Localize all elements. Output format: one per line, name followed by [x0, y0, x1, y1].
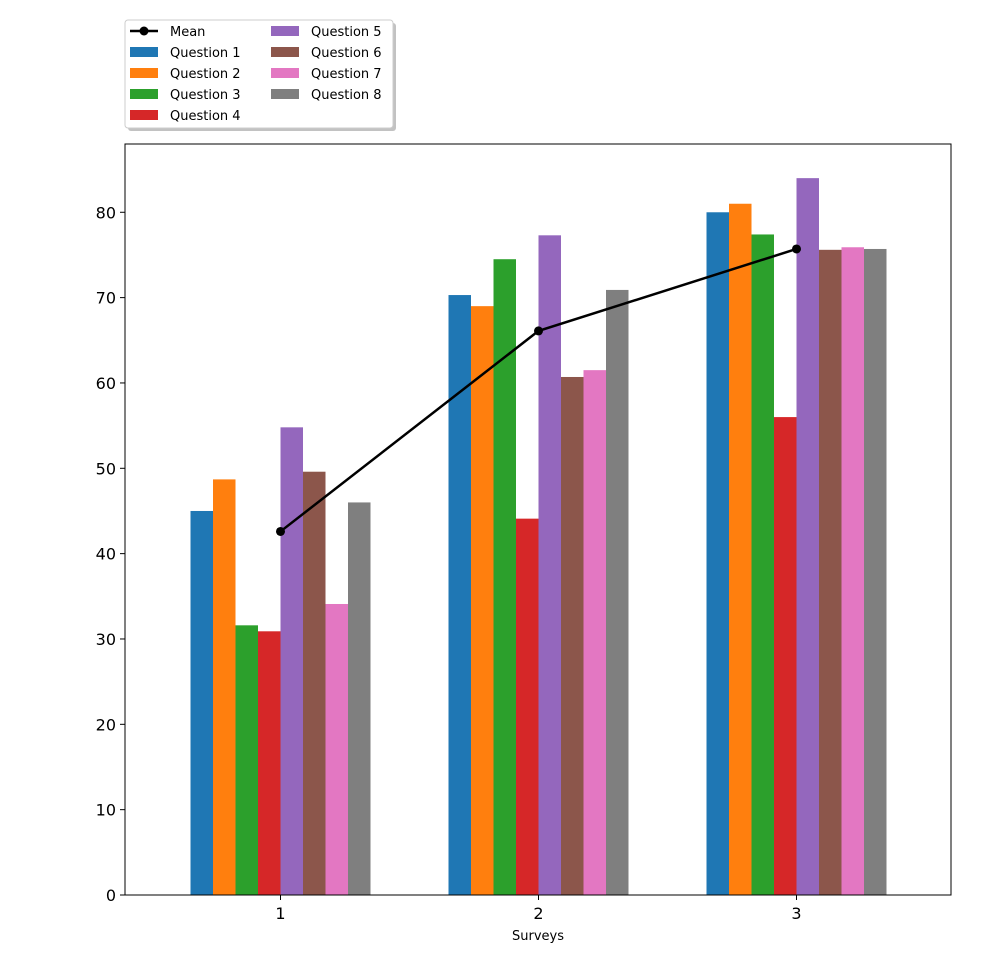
bar-question-1-survey-2 — [448, 295, 471, 895]
bar-question-5-survey-3 — [796, 178, 819, 895]
bar-question-4-survey-1 — [258, 631, 281, 895]
bar-question-3-survey-2 — [493, 259, 516, 896]
bar-question-4-survey-2 — [516, 518, 539, 895]
legend-swatch-question-5 — [271, 26, 299, 36]
y-tick-label-60: 60 — [96, 374, 116, 393]
bar-question-3-survey-1 — [235, 625, 258, 895]
bar-question-2-survey-3 — [729, 203, 752, 896]
y-tick-label-30: 30 — [96, 630, 116, 649]
legend-swatch-question-4 — [130, 110, 158, 120]
mean-point-survey-3 — [792, 244, 801, 254]
x-tick-label-1: 1 — [275, 904, 285, 923]
y-tick-label-10: 10 — [96, 801, 116, 820]
legend-box — [124, 19, 394, 129]
bar-question-6-survey-3 — [819, 249, 842, 895]
legend-label-question-1: Question 1 — [170, 46, 241, 61]
y-tick-label-50: 50 — [96, 459, 116, 478]
bar-question-5-survey-1 — [280, 427, 303, 895]
bar-question-2-survey-2 — [471, 306, 494, 895]
legend-swatch-question-7 — [271, 68, 299, 78]
x-tick-label-3: 3 — [791, 904, 801, 923]
y-tick-label-70: 70 — [96, 289, 116, 308]
y-tick-label-0: 0 — [106, 886, 116, 905]
legend-label-question-2: Question 2 — [170, 67, 241, 82]
legend-swatch-question-1 — [130, 47, 158, 57]
x-tick-label-2: 2 — [533, 904, 543, 923]
mean-point-survey-2 — [534, 326, 543, 336]
x-axis-label: Surveys — [512, 929, 564, 944]
bar-question-1-survey-1 — [190, 510, 213, 895]
legend-swatch-question-3 — [130, 89, 158, 99]
legend-label-question-4: Question 4 — [170, 109, 241, 124]
legend-label-question-6: Question 6 — [311, 46, 382, 61]
mean-point-survey-1 — [276, 526, 285, 536]
legend-swatch-question-2 — [130, 68, 158, 78]
bar-question-5-survey-2 — [538, 235, 561, 895]
y-tick-label-20: 20 — [96, 715, 116, 734]
bar-question-6-survey-2 — [561, 376, 584, 896]
legend-label-mean: Mean — [170, 25, 205, 40]
bar-question-7-survey-1 — [325, 603, 348, 895]
bar-question-8-survey-1 — [348, 502, 371, 895]
legend-label-question-8: Question 8 — [311, 88, 382, 103]
legend-label-question-3: Question 3 — [170, 88, 241, 103]
legend-label-question-7: Question 7 — [311, 67, 382, 82]
legend-marker-mean — [139, 26, 149, 36]
plot-area: 0 10 20 30 40 50 60 70 80 1 2 3 — [96, 143, 952, 923]
legend-swatch-question-6 — [271, 47, 299, 57]
bar-question-7-survey-2 — [583, 370, 606, 895]
bar-question-7-survey-3 — [841, 247, 864, 895]
bar-question-3-survey-3 — [751, 234, 774, 895]
bar-question-6-survey-1 — [303, 471, 326, 895]
y-tick-label-80: 80 — [96, 203, 116, 222]
bar-question-1-survey-3 — [706, 212, 729, 895]
bar-question-4-survey-3 — [774, 417, 797, 895]
bar-question-2-survey-1 — [213, 479, 236, 895]
y-tick-label-40: 40 — [96, 545, 116, 564]
legend-swatch-question-8 — [271, 89, 299, 99]
legend-label-question-5: Question 5 — [311, 25, 382, 40]
legend: Mean Question 1 Question 2 Question 3 Questi… — [124, 19, 396, 131]
bar-question-8-survey-2 — [606, 289, 629, 895]
bar-question-8-survey-3 — [864, 248, 887, 896]
